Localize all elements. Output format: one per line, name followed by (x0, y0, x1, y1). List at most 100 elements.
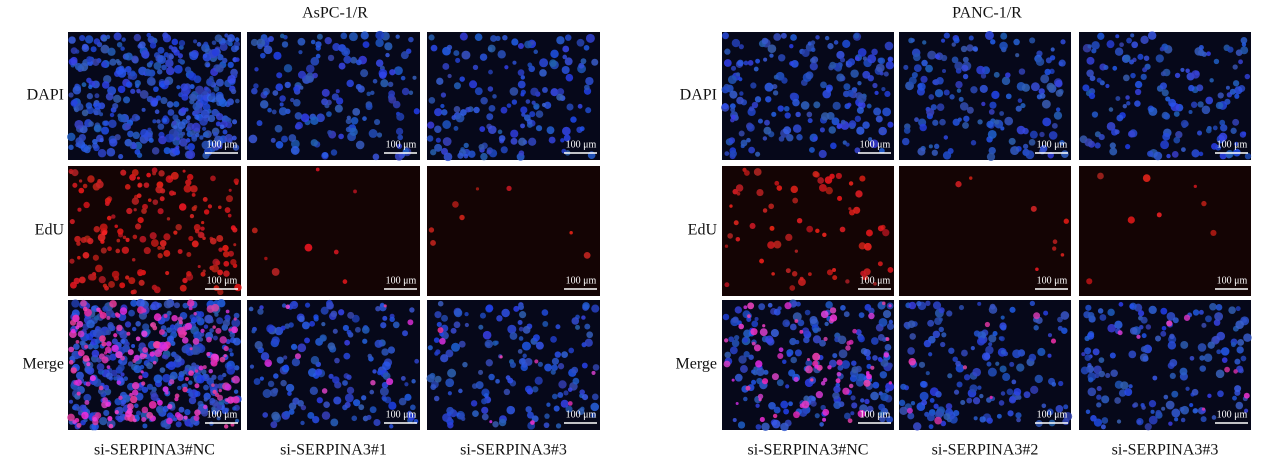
edu-nucleus (228, 250, 234, 257)
edu-nucleus (767, 241, 775, 249)
nucleus (428, 97, 436, 104)
nucleus (816, 327, 822, 332)
nucleus (113, 32, 122, 41)
nucleus (850, 411, 855, 416)
edu-nucleus (194, 409, 201, 416)
nucleus (533, 49, 539, 55)
nucleus (1198, 309, 1204, 315)
nucleus (755, 424, 762, 430)
nucleus (440, 92, 447, 98)
nucleus (153, 61, 162, 70)
nucleus (203, 131, 209, 138)
edu-nucleus (230, 225, 236, 231)
nucleus (298, 315, 305, 323)
nucleus (300, 113, 310, 123)
nucleus (795, 111, 801, 118)
edu-nucleus (92, 254, 99, 261)
edu-nucleus (193, 415, 200, 421)
nucleus (1185, 386, 1190, 391)
nucleus (213, 86, 220, 92)
nucleus (196, 374, 205, 384)
nucleus (70, 56, 78, 65)
nucleus (1199, 365, 1207, 372)
edu-nucleus (769, 225, 775, 231)
nucleus (991, 90, 1000, 100)
edu-nucleus (183, 415, 188, 420)
nucleus (283, 64, 293, 73)
micrograph: 100 μm (722, 166, 894, 296)
nucleus (522, 325, 531, 334)
nucleus (541, 309, 549, 316)
nucleus (551, 357, 560, 365)
nucleus (440, 103, 445, 109)
nucleus (979, 84, 988, 93)
edu-nucleus (203, 209, 210, 215)
nucleus (174, 149, 181, 156)
nucleus (159, 367, 166, 374)
edu-nucleus (969, 176, 973, 180)
scale-bar-label: 100 μm (1037, 409, 1068, 420)
nucleus (828, 359, 837, 368)
edu-nucleus (212, 325, 216, 329)
nucleus (313, 314, 319, 320)
nucleus (1005, 93, 1012, 100)
nucleus (1109, 147, 1118, 156)
nucleus (988, 146, 996, 155)
edu-nucleus (80, 299, 87, 307)
edu-nucleus (127, 349, 134, 356)
nucleus (1129, 327, 1138, 335)
edu-nucleus (146, 172, 151, 178)
nucleus (585, 33, 595, 43)
edu-nucleus (962, 365, 968, 370)
nucleus (1107, 323, 1116, 333)
edu-nucleus (126, 331, 131, 336)
nucleus (148, 78, 156, 86)
nucleus (312, 72, 318, 79)
nucleus (933, 403, 939, 409)
nucleus (1061, 150, 1069, 158)
nucleus (441, 109, 448, 116)
nucleus (129, 70, 136, 77)
nucleus (366, 414, 372, 420)
nucleus (898, 399, 906, 407)
nucleus (94, 338, 101, 344)
nucleus (326, 301, 334, 310)
nucleus (151, 100, 158, 107)
nucleus (581, 362, 588, 369)
edu-nucleus (93, 225, 101, 233)
edu-nucleus (197, 264, 201, 269)
nucleus (1114, 129, 1120, 135)
nucleus (373, 418, 381, 427)
nucleus (512, 60, 517, 65)
nucleus (1169, 372, 1176, 379)
nucleus (1116, 114, 1124, 122)
nucleus (492, 421, 499, 428)
nucleus (878, 411, 884, 417)
nucleus (156, 69, 163, 75)
nucleus (1148, 400, 1157, 408)
nucleus (517, 80, 526, 89)
edu-nucleus (77, 255, 81, 260)
nucleus (259, 100, 269, 109)
nucleus (343, 352, 351, 360)
nucleus (166, 327, 172, 333)
edu-nucleus (750, 328, 758, 336)
nucleus (923, 339, 932, 348)
nucleus (1213, 58, 1220, 65)
nucleus (119, 330, 128, 339)
nucleus (502, 34, 508, 41)
nucleus (346, 329, 352, 335)
nucleus (163, 147, 171, 155)
row-label: Merge (23, 356, 64, 373)
nucleus (781, 77, 788, 84)
nucleus (372, 369, 377, 374)
edu-nucleus (862, 275, 867, 280)
edu-nucleus (836, 359, 843, 366)
edu-nucleus (817, 177, 824, 184)
nucleus (972, 46, 978, 52)
nucleus (1145, 324, 1152, 330)
nucleus (370, 90, 375, 95)
edu-nucleus (159, 239, 167, 247)
nucleus (1144, 423, 1152, 431)
nucleus (785, 384, 790, 389)
